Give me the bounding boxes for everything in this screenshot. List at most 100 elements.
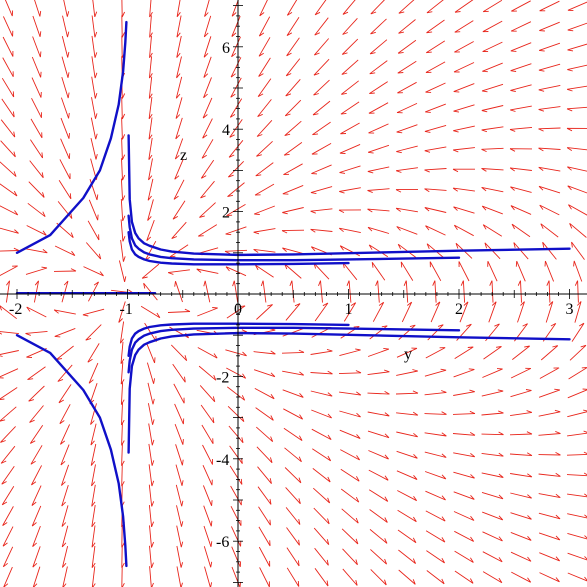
field-arrow: [482, 62, 503, 73]
field-arrow: [285, 58, 301, 77]
field-arrow: [483, 346, 502, 360]
field-arrow: [140, 305, 161, 319]
field-arrow: [25, 266, 48, 275]
field-arrow: [59, 159, 71, 180]
field-arrow: [203, 525, 213, 547]
field-arrow: [85, 324, 102, 341]
field-arrow: [90, 443, 97, 466]
field-arrow: [149, 545, 154, 568]
field-arrow: [424, 168, 447, 173]
field-arrow: [91, 56, 98, 79]
field-arrow: [368, 244, 389, 258]
field-arrow: [454, 41, 474, 53]
field-arrow: [458, 261, 470, 282]
field-arrow: [148, 137, 153, 160]
field-arrow: [91, 464, 96, 487]
field-arrow: [538, 166, 561, 172]
field-arrow: [395, 207, 418, 213]
field-arrow: [2, 506, 14, 526]
field-arrow: [341, 508, 359, 524]
field-arrow: [454, 530, 475, 542]
field-arrow: [258, 506, 271, 526]
field-arrow: [147, 382, 155, 405]
field-arrow: [5, 280, 11, 303]
field-arrow: [121, 0, 126, 18]
field-arrow: [167, 308, 191, 313]
field-arrow: [256, 446, 273, 464]
field-arrow: [396, 226, 418, 235]
field-arrow: [310, 208, 333, 214]
field-arrow: [370, 569, 387, 586]
field-arrow: [26, 306, 47, 318]
field-arrow: [91, 505, 96, 528]
field-arrow: [257, 99, 272, 118]
field-arrow: [517, 280, 522, 303]
field-arrow: [370, 549, 388, 565]
field-arrow: [91, 97, 98, 119]
field-arrow: [167, 269, 190, 275]
field-arrow: [282, 184, 304, 195]
field-arrow: [1, 77, 15, 98]
field-arrow: [197, 307, 218, 317]
field-arrow: [538, 472, 561, 477]
field-arrow: [229, 98, 243, 118]
field-arrow: [85, 242, 102, 260]
field-arrow: [1, 98, 15, 118]
field-arrow: [196, 268, 219, 274]
field-arrow: [314, 547, 329, 566]
field-arrow: [341, 80, 359, 95]
field-arrow: [202, 465, 213, 486]
field-arrow: [538, 452, 561, 456]
field-arrow: [367, 347, 390, 357]
solution-curve-7: [127, 331, 571, 454]
field-arrow: [453, 206, 475, 214]
solution-curve-8: [127, 326, 461, 374]
field-arrow: [120, 198, 126, 222]
field-arrow: [31, 97, 42, 119]
field-arrow: [202, 444, 213, 465]
field-arrow: [254, 205, 275, 215]
x-tick-label: -2: [9, 301, 22, 318]
field-arrow: [59, 404, 71, 425]
field-arrow: [172, 363, 186, 383]
field-arrow: [174, 281, 183, 303]
field-arrow: [253, 369, 276, 378]
field-arrow: [260, 280, 267, 303]
field-arrow: [367, 430, 390, 439]
y-tick-label: -6: [216, 534, 229, 551]
field-arrow: [255, 162, 274, 177]
field-arrow: [285, 487, 301, 505]
field-arrow: [339, 165, 361, 174]
field-arrow: [120, 341, 125, 365]
field-arrow: [539, 0, 560, 12]
field-arrow: [425, 510, 446, 522]
field-arrow: [398, 19, 416, 34]
field-arrow: [284, 447, 302, 463]
field-arrow: [571, 322, 585, 342]
field-arrow: [481, 126, 504, 133]
field-arrow: [258, 57, 271, 77]
field-arrow: [0, 183, 18, 197]
field-arrow: [286, 16, 300, 36]
field-arrow: [0, 247, 20, 252]
field-arrow: [61, 76, 70, 99]
field-arrow: [2, 36, 14, 57]
field-arrow: [82, 308, 105, 317]
field-arrow: [149, 525, 155, 548]
field-arrow: [396, 145, 418, 154]
field-arrow: [509, 431, 533, 436]
field-arrow: [120, 178, 126, 201]
field-arrow: [567, 552, 587, 561]
field-arrow: [120, 219, 126, 242]
field-arrow: [141, 263, 160, 279]
field-arrow: [452, 410, 476, 415]
field-arrow: [511, 571, 532, 583]
field-arrow: [339, 187, 361, 194]
field-arrow: [510, 42, 532, 52]
field-arrow: [403, 280, 409, 303]
field-arrow: [170, 344, 188, 362]
field-arrow: [509, 167, 532, 172]
field-arrow: [342, 548, 358, 566]
field-arrow: [453, 83, 475, 93]
field-arrow: [197, 347, 218, 359]
